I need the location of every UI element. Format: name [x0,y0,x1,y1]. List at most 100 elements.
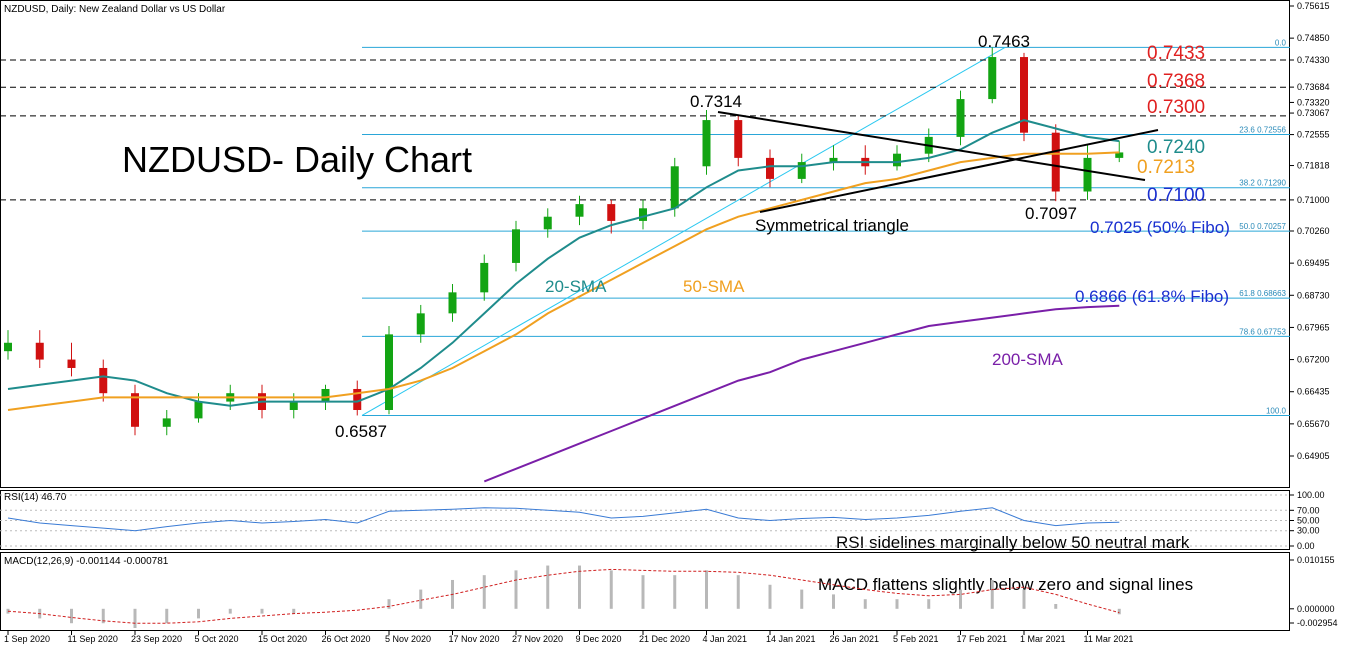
fibo-label: 61.8 0.68663 [1239,289,1286,298]
x-tick-label: 11 Sep 2020 [68,634,118,644]
main-panel [0,0,1290,488]
candle-body [1115,152,1124,158]
x-tick-label: 23 Sep 2020 [131,634,182,644]
candle-body [734,120,743,158]
annotation: 0.7097 [1025,204,1077,223]
candle-body [607,204,616,221]
x-tick-label: 5 Feb 2021 [893,634,939,644]
x-tick-label: 5 Oct 2020 [195,634,239,644]
y-tick-label: 50.00 [1297,516,1320,526]
x-tick-label: 21 Dec 2020 [639,634,690,644]
candle-body [67,359,76,368]
candle-body [1051,132,1060,192]
y-tick-label: 100.00 [1297,490,1325,500]
y-tick-label: 0.75615 [1297,1,1330,11]
y-tick-label: 0.68730 [1297,290,1330,300]
chart-title: NZDUSD, Daily: New Zealand Dollar vs US … [4,4,226,15]
y-tick-label: 0.67200 [1297,355,1330,365]
annotation: 0.7300 [1147,97,1205,118]
x-tick-label: 26 Oct 2020 [322,634,371,644]
annotation: 0.7025 (50% Fibo) [1090,218,1230,237]
fibo-label: 50.0 0.70257 [1239,222,1286,231]
candle-body [4,342,12,352]
line [7,507,1120,532]
x-tick-label: 4 Jan 2021 [703,634,748,644]
macd-title: MACD(12,26,9) -0.001144 -0.000781 [4,556,169,567]
y-tick-label: 0.66435 [1297,387,1330,397]
y-tick-label: 0.71000 [1297,195,1330,205]
line [7,151,1120,411]
x-tick-label: 17 Feb 2021 [957,634,1008,644]
y-tick-label: 0.00 [1297,541,1315,551]
candle-body [797,162,806,179]
triangle-lower-line [759,129,1159,213]
candle-body [448,292,457,314]
y-tick-label: 0.69495 [1297,258,1330,268]
candle-body [766,157,774,179]
annotation: 0.7100 [1147,185,1205,206]
annotation: 0.6866 (61.8% Fibo) [1075,287,1229,306]
fibo-label: 78.6 0.67753 [1239,327,1286,336]
candle-body [893,153,901,167]
fibo-diagonal [361,46,1006,416]
annotation: 0.7463 [978,32,1030,51]
triangle-upper-line [717,111,1146,181]
candle-body [416,313,425,335]
candle-body [956,99,965,137]
series-label: 200-SMA [992,350,1064,369]
candle-body [670,166,679,209]
y-tick-label: 30.00 [1297,526,1320,536]
series-label: 20-SMA [545,277,607,296]
candle-body [1020,57,1028,133]
series-label: 50-SMA [683,277,745,296]
main-plot [0,46,1290,483]
annotation: 0.7368 [1147,71,1205,92]
candle-body [321,388,330,402]
y-tick-label: 0.74850 [1297,33,1330,43]
y-tick-label: 0.64905 [1297,451,1330,461]
candle-body [99,367,108,394]
candle-body [575,204,584,217]
candle-body [480,262,489,293]
y-tick-label: 0.71818 [1297,161,1330,171]
candle-body [131,393,139,427]
y-tick-label: 0.73067 [1297,108,1330,118]
headline: NZDUSD- Daily Chart [122,139,472,180]
y-tick-label: 0.73684 [1297,82,1330,92]
candle-body [289,401,298,410]
rsi-note: RSI sidelines marginally below 50 neutra… [836,533,1190,552]
candle-body [512,229,520,263]
x-tick-label: 11 Mar 2021 [1084,634,1134,644]
line [483,304,1120,483]
y-tick-label: 0.67965 [1297,322,1330,332]
line [7,119,1120,407]
fibo-label: 0.0 [1275,38,1287,47]
x-tick-label: 5 Nov 2020 [385,634,431,644]
x-tick-label: 26 Jan 2021 [830,634,880,644]
annotation: 0.7240 [1147,137,1205,158]
candle-body [385,334,393,410]
y-tick-label: 0.70260 [1297,226,1330,236]
macd-note: MACD flattens slightly below zero and si… [818,575,1193,594]
candle-body [1083,157,1092,192]
y-tick-label: 0.010155 [1297,555,1335,565]
annotation: 0.6587 [335,422,387,441]
macd-signal [7,568,1120,624]
candle-body [353,388,362,410]
annotation: 0.7213 [1137,157,1195,178]
y-tick-label: 0.74330 [1297,55,1330,65]
candle-body [988,57,997,100]
macd-panel [0,552,1290,631]
annotation: 0.7433 [1147,43,1205,64]
y-tick-label: 0.65670 [1297,419,1330,429]
candle-body [829,157,838,163]
fibo-label: 100.0 [1266,406,1287,415]
fibo-label: 23.6 0.72556 [1239,126,1286,135]
y-tick-label: -0.002954 [1297,618,1338,628]
y-tick-label: 70.00 [1297,505,1320,515]
candle-body [162,418,171,427]
candle-body [35,342,44,360]
candle-body [639,208,647,221]
